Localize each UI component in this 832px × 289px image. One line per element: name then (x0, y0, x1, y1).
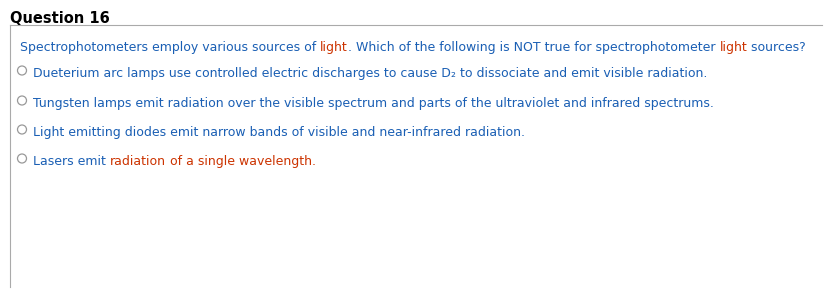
Text: of a single wavelength.: of a single wavelength. (166, 155, 316, 168)
Text: Lasers emit: Lasers emit (33, 155, 110, 168)
Text: ₂: ₂ (451, 67, 456, 80)
Text: light: light (320, 41, 348, 54)
Text: light: light (720, 41, 747, 54)
Text: Light emitting diodes emit narrow bands of visible and near-infrared radiation.: Light emitting diodes emit narrow bands … (33, 126, 525, 139)
Text: Tungsten lamps emit radiation over the visible spectrum and parts of the ultravi: Tungsten lamps emit radiation over the v… (33, 97, 714, 110)
Text: . Which of the following is NOT true for spectrophotometer: . Which of the following is NOT true for… (348, 41, 720, 54)
Text: to dissociate and emit visible radiation.: to dissociate and emit visible radiation… (456, 67, 707, 80)
Text: sources?: sources? (747, 41, 806, 54)
Text: Spectrophotometers employ various sources of: Spectrophotometers employ various source… (20, 41, 320, 54)
Text: Question 16: Question 16 (10, 11, 110, 26)
Text: Dueterium arc lamps use controlled electric discharges to cause D: Dueterium arc lamps use controlled elect… (33, 67, 451, 80)
Text: radiation: radiation (110, 155, 166, 168)
